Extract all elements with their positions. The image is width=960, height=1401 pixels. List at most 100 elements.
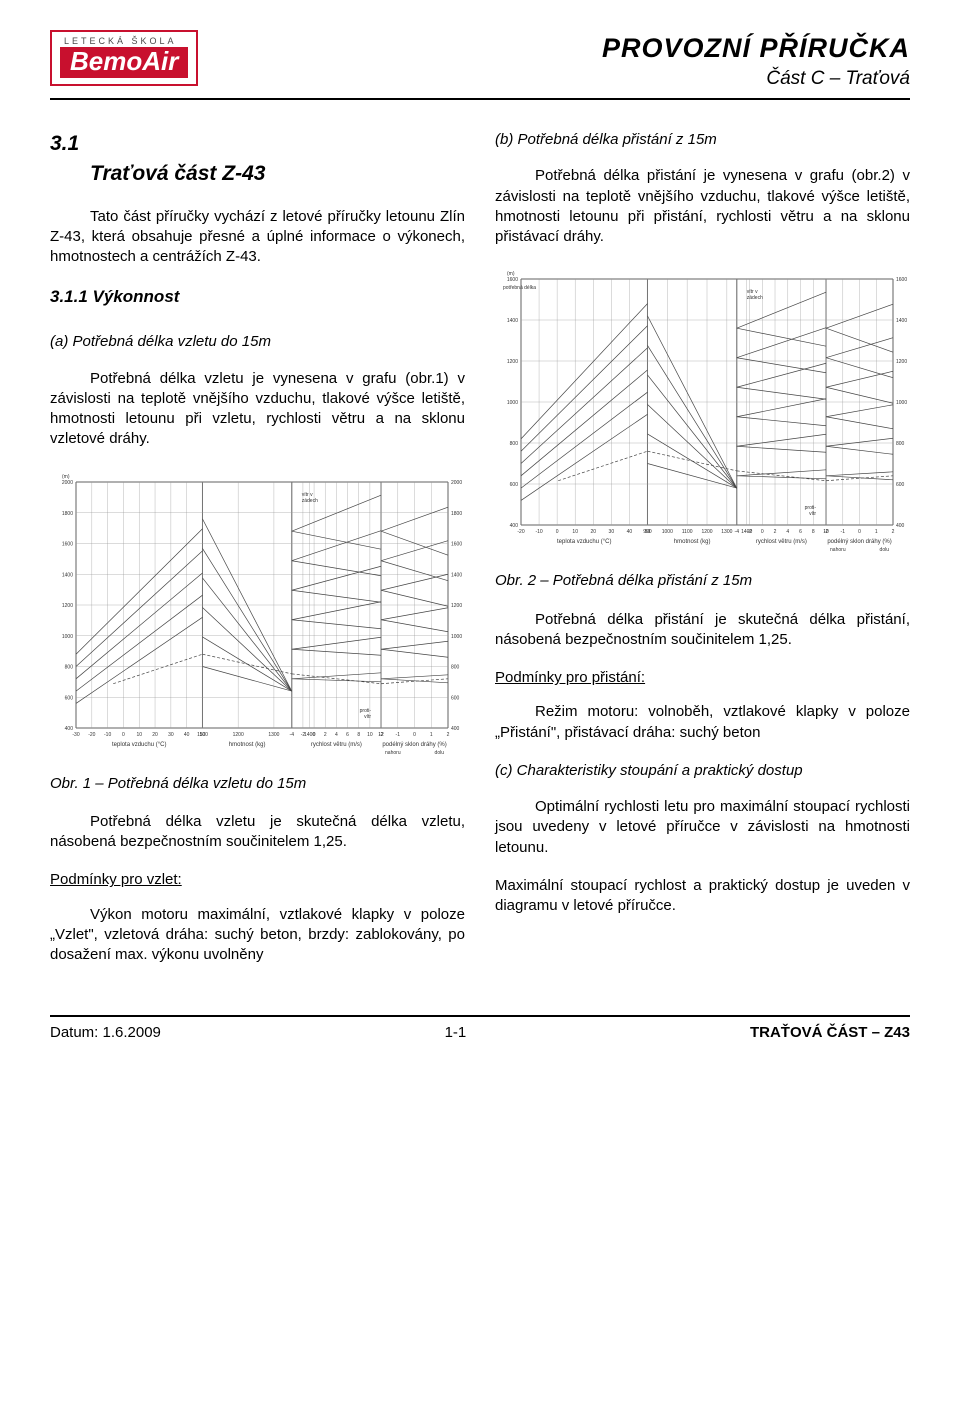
subsection-title: 3.1.1 Výkonnost — [50, 286, 465, 309]
svg-text:1200: 1200 — [62, 603, 73, 609]
page-header: LETECKÁ ŠKOLA BemoAir PROVOZNÍ PŘÍRUČKA … — [50, 30, 910, 100]
svg-text:1400: 1400 — [62, 572, 73, 578]
svg-text:20: 20 — [152, 732, 158, 738]
svg-text:-20: -20 — [88, 732, 95, 738]
svg-text:teplota vzduchu (°C): teplota vzduchu (°C) — [112, 742, 166, 748]
item-b-body: Potřebná délka přistání je vynesena v gr… — [495, 166, 910, 247]
svg-text:0: 0 — [413, 732, 416, 738]
conditions-b-head: Podmínky pro přistání: — [495, 668, 910, 688]
svg-text:rychlost větru (m/s): rychlost větru (m/s) — [756, 539, 807, 545]
svg-text:-4: -4 — [735, 529, 740, 535]
svg-text:0: 0 — [122, 732, 125, 738]
logo-main: BemoAir — [60, 47, 188, 78]
svg-text:6: 6 — [346, 732, 349, 738]
svg-text:0: 0 — [761, 529, 764, 535]
svg-text:8: 8 — [357, 732, 360, 738]
svg-text:1300: 1300 — [268, 732, 279, 738]
svg-text:800: 800 — [451, 664, 460, 670]
svg-text:400: 400 — [896, 523, 905, 529]
svg-text:800: 800 — [510, 441, 519, 447]
svg-text:800: 800 — [65, 664, 74, 670]
svg-text:40: 40 — [184, 732, 190, 738]
svg-text:1100: 1100 — [197, 732, 208, 738]
svg-text:1000: 1000 — [507, 400, 518, 406]
two-column-body: 3.1 Traťová část Z-43 Tato část příručky… — [50, 130, 910, 983]
svg-text:1200: 1200 — [233, 732, 244, 738]
chart-2: 4004006006008008001000100012001200140014… — [495, 265, 910, 555]
svg-text:rychlost větru (m/s): rychlost větru (m/s) — [311, 742, 362, 748]
svg-text:1000: 1000 — [662, 529, 673, 535]
svg-text:6: 6 — [799, 529, 802, 535]
column-left: 3.1 Traťová část Z-43 Tato část příručky… — [50, 130, 465, 983]
svg-text:1200: 1200 — [896, 359, 907, 365]
svg-text:1: 1 — [430, 732, 433, 738]
svg-text:0: 0 — [858, 529, 861, 535]
svg-text:0: 0 — [313, 732, 316, 738]
svg-text:vítr: vítr — [809, 511, 816, 517]
svg-text:400: 400 — [451, 726, 460, 732]
doc-subtitle: Část C – Traťová — [602, 66, 910, 92]
svg-text:-2: -2 — [824, 529, 829, 535]
page-footer: Datum: 1.6.2009 1-1 TRAŤOVÁ ČÁST – Z43 — [50, 1015, 910, 1043]
svg-text:-2: -2 — [379, 732, 384, 738]
svg-text:600: 600 — [510, 482, 519, 488]
svg-text:(m): (m) — [507, 271, 515, 277]
item-a-head: (a) Potřebná délka vzletu do 15m — [50, 332, 465, 352]
svg-text:zádech: zádech — [302, 498, 318, 504]
intro-paragraph: Tato část příručky vychází z letové přír… — [50, 207, 465, 268]
svg-text:1100: 1100 — [682, 529, 693, 535]
svg-text:hmotnost (kg): hmotnost (kg) — [674, 539, 711, 545]
svg-text:dolu: dolu — [880, 547, 890, 553]
conditions-a-body: Výkon motoru maximální, vztlakové klapky… — [50, 905, 465, 966]
svg-text:900: 900 — [643, 529, 652, 535]
footer-section: TRAŤOVÁ ČÁST – Z43 — [750, 1023, 910, 1043]
column-right: (b) Potřebná délka přistání z 15m Potřeb… — [495, 130, 910, 983]
svg-text:podélný sklon dráhy (%): podélný sklon dráhy (%) — [382, 742, 446, 748]
svg-text:800: 800 — [896, 441, 905, 447]
svg-text:2000: 2000 — [62, 480, 73, 486]
logo: LETECKÁ ŠKOLA BemoAir — [50, 30, 198, 86]
svg-text:-2: -2 — [747, 529, 752, 535]
svg-text:1600: 1600 — [451, 541, 462, 547]
svg-text:20: 20 — [590, 529, 596, 535]
svg-text:nahoru: nahoru — [830, 547, 846, 553]
svg-text:1000: 1000 — [451, 633, 462, 639]
svg-text:600: 600 — [896, 482, 905, 488]
svg-text:2: 2 — [324, 732, 327, 738]
svg-text:-10: -10 — [535, 529, 542, 535]
conditions-a-head: Podmínky pro vzlet: — [50, 870, 465, 890]
svg-text:-4: -4 — [290, 732, 295, 738]
doc-title: PROVOZNÍ PŘÍRUČKA — [602, 30, 910, 66]
svg-text:hmotnost (kg): hmotnost (kg) — [229, 742, 266, 748]
svg-text:zádech: zádech — [747, 295, 763, 301]
section-title: Traťová část Z-43 — [90, 160, 465, 188]
svg-text:podélný sklon dráhy (%): podélný sklon dráhy (%) — [827, 539, 891, 545]
svg-text:-2: -2 — [301, 732, 306, 738]
svg-text:nahoru: nahoru — [385, 750, 401, 756]
svg-text:4: 4 — [786, 529, 789, 535]
svg-text:1200: 1200 — [701, 529, 712, 535]
svg-text:2: 2 — [774, 529, 777, 535]
svg-text:1300: 1300 — [721, 529, 732, 535]
svg-text:-30: -30 — [72, 732, 79, 738]
chart-1: 4004006006008008001000100012001200140014… — [50, 468, 465, 758]
item-c-body1: Optimální rychlosti letu pro maximální s… — [495, 797, 910, 858]
svg-text:potřebná délka: potřebná délka — [503, 285, 536, 291]
svg-text:10: 10 — [136, 732, 142, 738]
svg-text:4: 4 — [335, 732, 338, 738]
footer-page: 1-1 — [445, 1023, 467, 1043]
svg-text:1800: 1800 — [451, 510, 462, 516]
svg-text:1600: 1600 — [507, 277, 518, 283]
svg-text:2: 2 — [447, 732, 450, 738]
footer-date: Datum: 1.6.2009 — [50, 1023, 161, 1043]
svg-text:10: 10 — [367, 732, 373, 738]
svg-text:-1: -1 — [396, 732, 401, 738]
svg-text:1400: 1400 — [451, 572, 462, 578]
svg-text:vítr: vítr — [364, 714, 371, 720]
svg-text:600: 600 — [451, 695, 460, 701]
svg-text:(m): (m) — [62, 474, 70, 480]
item-c-body2: Maximální stoupací rychlost a praktický … — [495, 876, 910, 917]
svg-text:1000: 1000 — [896, 400, 907, 406]
svg-text:-20: -20 — [517, 529, 524, 535]
svg-text:30: 30 — [609, 529, 615, 535]
